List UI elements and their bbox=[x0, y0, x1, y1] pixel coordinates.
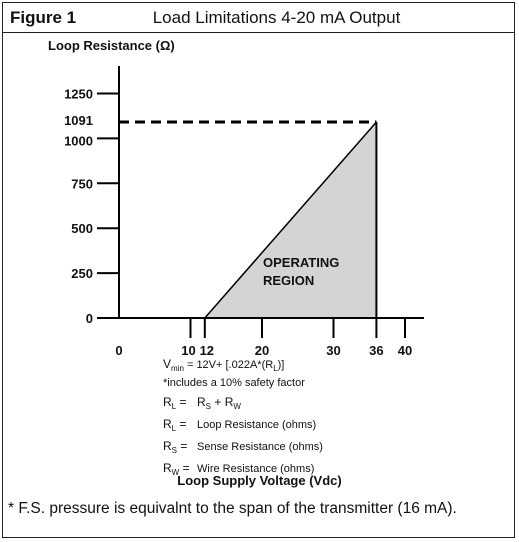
formula-l-sub: L bbox=[273, 364, 278, 373]
x-axis-label: Loop Supply Voltage (Vdc) bbox=[177, 473, 342, 488]
x-tick-label: 20 bbox=[255, 343, 269, 358]
sym-r: R bbox=[163, 417, 172, 431]
desc-wire: Wire Resistance (ohms) bbox=[197, 463, 315, 475]
sym-r: R bbox=[163, 395, 172, 409]
footnote: * F.S. pressure is equivalnt to the span… bbox=[8, 500, 457, 517]
notes-block: Vmin = 12V+ [.022A*(RL)] *includes a 10%… bbox=[163, 357, 323, 480]
y-tick-label: 1250 bbox=[64, 87, 93, 102]
formula-row: Vmin = 12V+ [.022A*(RL)] bbox=[163, 357, 323, 376]
sym-sub: W bbox=[171, 468, 180, 477]
rs-symbol: R bbox=[197, 395, 206, 409]
region-label-line1: OPERATING bbox=[263, 255, 339, 270]
y-tick-label: 750 bbox=[71, 176, 93, 191]
safety-note: *includes a 10% safety factor bbox=[163, 377, 305, 389]
sym-sub: S bbox=[171, 446, 178, 455]
desc-loop: Loop Resistance (ohms) bbox=[197, 419, 317, 431]
sym-eq: = bbox=[182, 461, 190, 475]
x-tick-label: 12 bbox=[200, 343, 214, 358]
sym-eq: = bbox=[179, 417, 187, 431]
sym-r: R bbox=[163, 439, 172, 453]
figure-label: Figure 1 bbox=[10, 8, 77, 27]
sym-eq: = bbox=[180, 439, 188, 453]
y-axis-label: Loop Resistance (Ω) bbox=[48, 38, 175, 53]
y-tick-label: 250 bbox=[71, 266, 93, 281]
notes-row-rl: RL = Loop Resistance (ohms) bbox=[163, 417, 323, 436]
x-tick-label: 40 bbox=[398, 343, 412, 358]
formula-eq: = 12V+ [.022A*(R bbox=[183, 359, 274, 371]
rw-sub: W bbox=[233, 402, 241, 411]
region-label-line2: REGION bbox=[263, 273, 314, 288]
formula-min-sub: min bbox=[171, 364, 184, 373]
header-divider bbox=[2, 32, 515, 33]
x-tick-label: 0 bbox=[115, 343, 122, 358]
sym-r: R bbox=[163, 461, 172, 475]
sym-sub: L bbox=[171, 424, 177, 433]
x-tick-label: 30 bbox=[326, 343, 340, 358]
formula-close: )] bbox=[277, 359, 285, 371]
rs-sub: S bbox=[205, 402, 212, 411]
y-tick-label: 0 bbox=[86, 311, 93, 326]
sym-eq: = bbox=[179, 395, 187, 409]
operating-boundary-line bbox=[204, 121, 377, 319]
y-tick-label: 1000 bbox=[64, 133, 93, 148]
sym-sub: L bbox=[171, 402, 177, 411]
x-tick-label: 10 bbox=[181, 343, 195, 358]
x-tick-label: 36 bbox=[369, 343, 383, 358]
rw-plus: + R bbox=[211, 395, 234, 409]
notes-row-rs: RS = Sense Resistance (ohms) bbox=[163, 439, 323, 458]
figure-frame bbox=[2, 2, 515, 538]
formula-v: V bbox=[163, 357, 172, 371]
notes-row-rw: RW = Wire Resistance (ohms) bbox=[163, 461, 323, 480]
y-tick-label: 500 bbox=[71, 221, 93, 236]
notes-row-sum: RL = RS + RW bbox=[163, 395, 323, 414]
figure-title: Load Limitations 4-20 mA Output bbox=[152, 8, 401, 27]
y-tick-label: 1091 bbox=[64, 113, 93, 128]
desc-sense: Sense Resistance (ohms) bbox=[197, 441, 323, 453]
